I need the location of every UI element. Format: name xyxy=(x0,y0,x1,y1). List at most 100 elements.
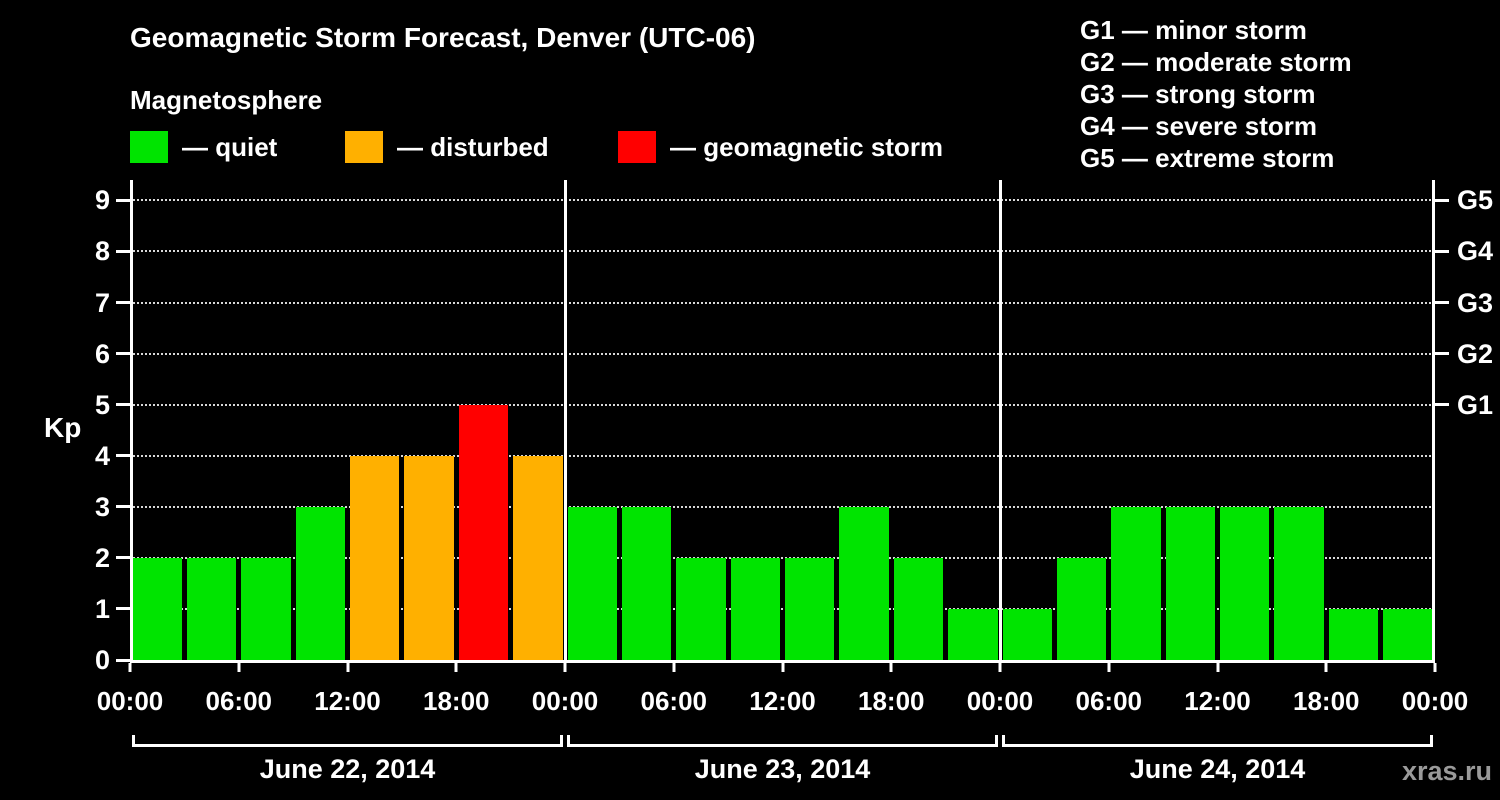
legend-item-quiet: — quiet xyxy=(130,131,277,163)
kp-bar xyxy=(839,506,889,660)
x-axis-tick xyxy=(237,663,241,672)
gridline xyxy=(130,199,1435,202)
kp-bar xyxy=(458,404,509,660)
y-axis-tick-label: 6 xyxy=(94,338,110,369)
kp-bar xyxy=(350,455,400,660)
y-axis-tick xyxy=(116,249,130,253)
g-axis-tick-label: G2 xyxy=(1457,338,1494,369)
legend-title: Magnetosphere xyxy=(130,85,323,115)
kp-bar xyxy=(948,608,998,660)
x-axis-tick-label: 00:00 xyxy=(96,686,164,716)
legend-item-disturbed: — disturbed xyxy=(345,131,549,163)
kp-bar xyxy=(1002,608,1052,660)
x-axis-tick-label: 06:00 xyxy=(1075,686,1143,716)
y-axis-tick xyxy=(116,352,130,356)
kp-bar xyxy=(893,557,944,660)
y-axis-tick xyxy=(116,607,130,611)
y-axis-tick-label: 7 xyxy=(94,287,110,318)
x-axis-tick xyxy=(781,663,784,672)
g-axis-tick-label: G3 xyxy=(1457,287,1494,318)
x-axis-tick-label: 00:00 xyxy=(966,686,1034,716)
kp-bar xyxy=(241,557,291,660)
kp-bar xyxy=(1274,506,1324,660)
y-axis-tick xyxy=(116,658,130,662)
x-axis-tick xyxy=(1107,663,1111,672)
gridline xyxy=(130,352,1435,355)
x-axis-tick xyxy=(1433,663,1437,672)
x-axis-tick xyxy=(563,663,567,672)
x-axis-tick xyxy=(1216,663,1219,672)
x-axis-tick-label: 12:00 xyxy=(1184,686,1251,716)
x-axis-tick xyxy=(1324,663,1328,672)
y-axis-tick-label: 4 xyxy=(94,440,110,471)
kp-bar xyxy=(1328,608,1379,660)
y-axis-tick-label: 2 xyxy=(94,542,110,573)
y-axis-tick xyxy=(116,403,130,407)
y-axis-tick xyxy=(116,301,130,305)
g-axis-tick xyxy=(1435,249,1449,253)
g-scale-line: G1 — minor storm xyxy=(1080,15,1307,45)
legend-item-storm: — geomagnetic storm xyxy=(618,131,943,163)
g-axis-tick xyxy=(1435,198,1449,202)
kp-bar xyxy=(730,557,780,660)
g-axis-tick-label: G1 xyxy=(1457,389,1494,420)
g-scale-line: G3 — strong storm xyxy=(1080,79,1316,109)
y-axis-line xyxy=(130,180,133,663)
y-axis-title: Kp xyxy=(44,412,82,443)
x-axis-tick-label: 00:00 xyxy=(531,686,599,716)
g-axis-tick-label: G4 xyxy=(1457,236,1494,267)
disturbed-swatch-icon xyxy=(345,131,383,163)
day-date-label: June 23, 2014 xyxy=(694,754,871,784)
kp-bar xyxy=(132,557,182,660)
kp-bar xyxy=(186,557,237,660)
kp-bar xyxy=(676,557,726,660)
g-scale-line: G4 — severe storm xyxy=(1080,111,1318,141)
day-date-label: June 24, 2014 xyxy=(1129,754,1306,784)
gridline xyxy=(130,403,1435,406)
y-axis-tick xyxy=(116,198,130,202)
x-axis-tick-label: 06:00 xyxy=(640,686,708,716)
x-axis-tick xyxy=(128,663,132,672)
gridline xyxy=(130,454,1435,457)
kp-bar xyxy=(1220,506,1270,660)
x-axis-tick-label: 18:00 xyxy=(423,686,490,716)
x-axis-tick xyxy=(998,663,1002,672)
kp-bar xyxy=(1383,608,1433,660)
y-axis-tick-label: 0 xyxy=(94,645,110,675)
y-axis-tick-label: 1 xyxy=(94,593,110,624)
magnetosphere-legend: — quiet — disturbed — geomagnetic storm xyxy=(130,131,1030,167)
day-separator-line xyxy=(563,180,567,660)
day-bracket xyxy=(1002,735,1433,747)
kp-bar xyxy=(404,455,454,660)
quiet-swatch-icon xyxy=(130,131,168,163)
g-axis-tick xyxy=(1435,403,1449,407)
kp-bar xyxy=(1111,506,1161,660)
x-axis-tick-label: 00:00 xyxy=(1401,686,1469,716)
storm-swatch-icon xyxy=(618,131,656,163)
gridline xyxy=(130,250,1435,253)
g-axis-tick-label: G5 xyxy=(1457,185,1494,216)
kp-bar xyxy=(1165,506,1215,660)
kp-bar xyxy=(513,455,563,660)
gridline xyxy=(130,505,1435,508)
kp-bar xyxy=(567,506,617,660)
watermark: xras.ru xyxy=(1401,756,1492,786)
day-separator-line xyxy=(998,180,1002,660)
y-axis-tick-label: 5 xyxy=(94,389,110,420)
x-axis-tick xyxy=(889,663,893,672)
gridline xyxy=(130,607,1435,610)
x-axis-tick-label: 12:00 xyxy=(749,686,816,716)
x-axis-tick-label: 06:00 xyxy=(205,686,273,716)
kp-chart: 0 1 2 3 4 5 6 7 8 9 G1 G2 G3 G4 G5 00:00 06:00 12:00 18:00… xyxy=(95,180,1493,784)
g-scale-legend: G1 — minor storm G2 — moderate storm G3 … xyxy=(1080,14,1352,174)
day-date-label: June 22, 2014 xyxy=(259,754,436,784)
g-scale-line: G5 — extreme storm xyxy=(1080,143,1335,173)
g-scale-line: G2 — moderate storm xyxy=(1080,47,1352,77)
y-axis-tick-label: 9 xyxy=(94,185,110,216)
g-axis-tick xyxy=(1435,301,1449,305)
kp-bar xyxy=(1056,557,1107,660)
gridline xyxy=(130,301,1435,304)
y-axis-tick xyxy=(116,505,130,509)
kp-bar xyxy=(295,506,345,660)
kp-bar xyxy=(621,506,672,660)
